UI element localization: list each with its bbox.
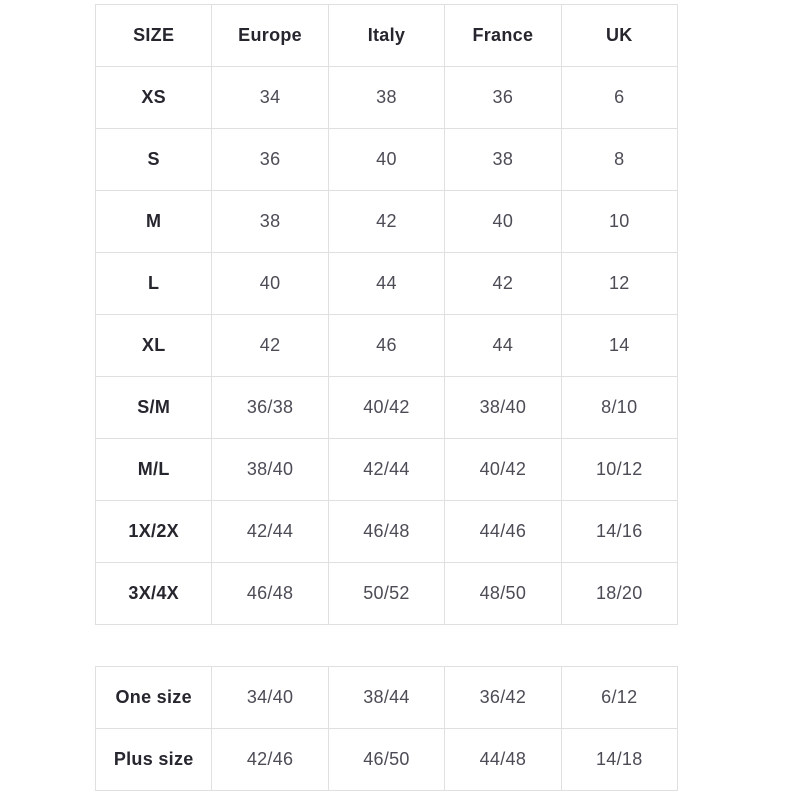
size-value: 36/38: [211, 376, 329, 439]
size-value: 42/46: [211, 728, 329, 791]
special-sizes-table: One size 34/40 38/44 36/42 6/12 Plus size 42/4…: [94, 666, 679, 791]
size-label: XL: [94, 314, 213, 377]
size-label: 1X/2X: [94, 500, 213, 563]
table-row: S/M 36/38 40/42 38/40 8/10: [94, 376, 679, 439]
size-label: S/M: [94, 376, 213, 439]
size-value: 34: [211, 66, 329, 129]
size-label: One size: [94, 666, 213, 729]
size-value: 50/52: [327, 562, 446, 625]
size-value: 40/42: [444, 438, 562, 501]
table-row: M/L 38/40 42/44 40/42 10/12: [94, 438, 679, 501]
size-value: 40: [444, 190, 562, 253]
special-sizes-table-body: One size 34/40 38/44 36/42 6/12 Plus size 42/4…: [94, 666, 679, 791]
table-row: M 38 42 40 10: [94, 190, 679, 253]
size-value: 36: [444, 66, 562, 129]
size-value: 14/16: [560, 500, 679, 563]
table-row: XL 42 46 44 14: [94, 314, 679, 377]
size-value: 38/44: [327, 666, 446, 729]
size-value: 44: [327, 252, 446, 315]
size-value: 34/40: [211, 666, 329, 729]
size-conversion-table-body: XS 34 38 36 6 S 36 40 38 8 M 38 42 40 10 L 40 44 42 12 XL 42 4…: [94, 66, 679, 625]
size-value: 6/12: [560, 666, 679, 729]
table-row: XS 34 38 36 6: [94, 66, 679, 129]
size-value: 8/10: [560, 376, 679, 439]
size-value: 46/50: [327, 728, 446, 791]
size-value: 38: [327, 66, 446, 129]
size-label: M: [94, 190, 213, 253]
size-value: 38/40: [444, 376, 562, 439]
table-row: One size 34/40 38/44 36/42 6/12: [94, 666, 679, 729]
size-value: 46/48: [211, 562, 329, 625]
size-value: 40: [327, 128, 446, 191]
size-value: 48/50: [444, 562, 562, 625]
size-value: 46: [327, 314, 446, 377]
size-conversion-table: SIZE Europe Italy France UK XS 34 38 36 6 S 36 40 38…: [94, 4, 679, 625]
size-value: 10: [560, 190, 679, 253]
size-value: 36/42: [444, 666, 562, 729]
size-value: 36: [211, 128, 329, 191]
column-header: SIZE: [94, 4, 213, 67]
size-value: 14/18: [560, 728, 679, 791]
size-value: 38: [444, 128, 562, 191]
size-value: 8: [560, 128, 679, 191]
size-value: 42: [211, 314, 329, 377]
size-value: 6: [560, 66, 679, 129]
size-value: 14: [560, 314, 679, 377]
size-label: L: [94, 252, 213, 315]
size-value: 38: [211, 190, 329, 253]
table-header-row: SIZE Europe Italy France UK: [94, 4, 679, 67]
size-value: 42: [444, 252, 562, 315]
size-value: 42/44: [327, 438, 446, 501]
column-header: Italy: [327, 4, 446, 67]
size-label: XS: [94, 66, 213, 129]
table-row: 3X/4X 46/48 50/52 48/50 18/20: [94, 562, 679, 625]
table-row: L 40 44 42 12: [94, 252, 679, 315]
size-value: 42: [327, 190, 446, 253]
table-row: 1X/2X 42/44 46/48 44/46 14/16: [94, 500, 679, 563]
size-label: M/L: [94, 438, 213, 501]
column-header: UK: [560, 4, 679, 67]
size-value: 10/12: [560, 438, 679, 501]
size-value: 40: [211, 252, 329, 315]
size-value: 18/20: [560, 562, 679, 625]
size-label: 3X/4X: [94, 562, 213, 625]
column-header: France: [444, 4, 562, 67]
size-value: 44/46: [444, 500, 562, 563]
table-row: S 36 40 38 8: [94, 128, 679, 191]
size-conversion-table-head: SIZE Europe Italy France UK: [94, 4, 679, 67]
size-label: Plus size: [94, 728, 213, 791]
table-row: Plus size 42/46 46/50 44/48 14/18: [94, 728, 679, 791]
column-header: Europe: [211, 4, 329, 67]
size-label: S: [94, 128, 213, 191]
size-value: 44: [444, 314, 562, 377]
size-value: 38/40: [211, 438, 329, 501]
size-value: 12: [560, 252, 679, 315]
size-value: 46/48: [327, 500, 446, 563]
size-value: 44/48: [444, 728, 562, 791]
size-value: 40/42: [327, 376, 446, 439]
size-value: 42/44: [211, 500, 329, 563]
